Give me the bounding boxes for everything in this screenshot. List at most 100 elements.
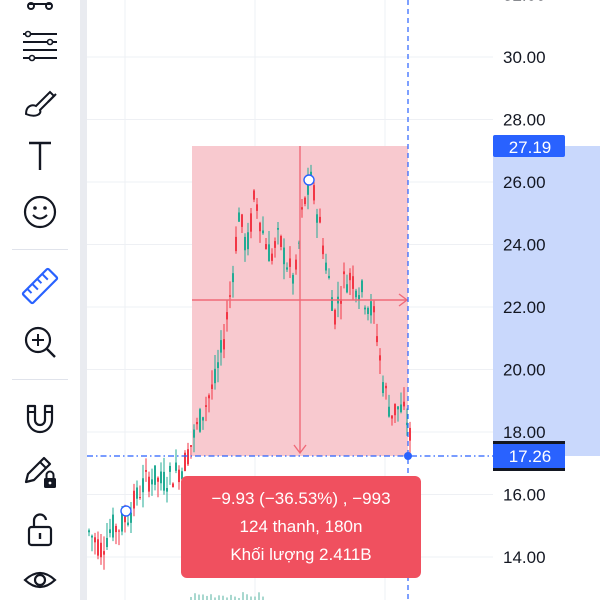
candle-body — [364, 307, 366, 310]
candle-body — [334, 309, 336, 325]
candle-body — [253, 190, 255, 200]
candle-body — [367, 307, 369, 314]
candle-body — [196, 421, 198, 425]
candle-body — [142, 478, 144, 493]
price-range-highlight — [493, 146, 600, 456]
candle-body — [340, 299, 342, 304]
alert-marker[interactable] — [303, 174, 315, 186]
candle-body — [379, 355, 381, 361]
candle-body — [271, 253, 273, 261]
candle-body — [124, 516, 126, 523]
candle-body — [157, 477, 159, 482]
candle-body — [97, 539, 99, 556]
candle-body — [313, 185, 315, 201]
candle-body — [277, 227, 279, 230]
visibility-tool[interactable] — [14, 560, 66, 600]
fib-tool-icon — [23, 30, 57, 62]
candle-body — [385, 385, 387, 389]
volume-bar — [230, 594, 232, 600]
candle-body — [136, 487, 138, 499]
volume-bar — [238, 597, 240, 600]
lock-drawing-tool[interactable] — [14, 450, 66, 494]
candle-body — [283, 247, 285, 265]
price-tick-label: 22.00 — [503, 298, 546, 317]
candle-body — [145, 469, 147, 472]
trend-line-tool[interactable] — [14, 0, 66, 24]
text-tool[interactable] — [14, 134, 66, 178]
ruler-tool[interactable] — [14, 264, 66, 308]
candle-body — [88, 530, 90, 533]
candle-body — [265, 244, 267, 250]
brush-tool[interactable] — [14, 80, 66, 124]
price-tick-label: 14.00 — [503, 548, 546, 567]
emoji-tool-icon — [23, 195, 57, 229]
candle-body — [217, 362, 219, 369]
emoji-tool[interactable] — [14, 190, 66, 234]
unlock-tool[interactable] — [14, 508, 66, 552]
price-label-current — [493, 441, 565, 471]
volume-bar — [190, 596, 192, 600]
price-label-current-border — [493, 441, 565, 444]
candle-body — [112, 514, 114, 538]
candle-body — [373, 306, 375, 313]
candle-body — [322, 245, 324, 255]
magnet-tool[interactable] — [14, 396, 66, 440]
volume-bar — [210, 594, 212, 600]
candle-body — [151, 479, 153, 485]
candle-body — [409, 427, 411, 441]
volume-bar — [250, 596, 252, 600]
candle-body — [226, 312, 228, 320]
candle-body — [94, 537, 96, 543]
zoom-in-tool-icon — [24, 326, 56, 358]
drawing-toolbar — [0, 0, 80, 600]
measure-change: −9.93 (−36.53%) , −993 — [211, 489, 391, 508]
volume-bar — [194, 593, 196, 600]
candle-body — [280, 235, 282, 247]
price-tick-label: 24.00 — [503, 236, 546, 255]
candle-body — [232, 273, 234, 283]
price-chart[interactable]: 32.00 30.00 28.00 26.00 24.00 22.00 20.00 18.00… — [87, 0, 600, 600]
candle-body — [301, 207, 303, 210]
zoom-in-tool[interactable] — [14, 320, 66, 364]
candle-body — [397, 406, 399, 410]
candle-body — [166, 487, 168, 492]
price-axis: 32.00 30.00 28.00 26.00 24.00 22.00 20.00 18.00… — [503, 0, 546, 567]
candle-body — [382, 382, 384, 394]
candle-body — [391, 415, 393, 419]
candle-body — [268, 244, 270, 262]
candle-body — [202, 417, 204, 421]
candle-body — [178, 469, 180, 483]
price-label-current-border — [493, 468, 565, 471]
candle-body — [175, 462, 177, 471]
candle-body — [262, 230, 264, 234]
candle-body — [304, 197, 306, 205]
candle-body — [358, 295, 360, 301]
trend-line-tool-icon — [27, 2, 53, 10]
candle-body — [121, 513, 123, 532]
candle-body — [247, 232, 249, 250]
candle-body — [361, 280, 363, 293]
volume-bar — [254, 596, 256, 600]
candle-body — [346, 284, 348, 293]
candle-body — [193, 429, 195, 438]
lock-drawing-tool-icon — [24, 456, 56, 488]
candle-body — [370, 301, 372, 316]
candle-body — [325, 262, 327, 271]
price-tick-label: 26.00 — [503, 173, 546, 192]
candle-body — [388, 406, 390, 417]
fib-tool[interactable] — [14, 24, 66, 68]
candle-body — [352, 276, 354, 289]
measure-arrows — [192, 146, 409, 455]
candle-body — [199, 409, 201, 432]
candle-body — [118, 530, 120, 532]
candle-body — [133, 490, 135, 509]
alert-marker[interactable] — [120, 505, 132, 517]
toolbar-separator — [12, 249, 68, 250]
candle-body — [190, 445, 192, 447]
volume-bar — [258, 592, 260, 600]
price-tick-label: 30.00 — [503, 48, 546, 67]
measure-info-box: −9.93 (−36.53%) , −993 124 thanh, 180n K… — [181, 476, 421, 578]
candle-body — [109, 529, 111, 534]
toolbar-divider — [80, 0, 87, 600]
price-tick-label: 18.00 — [503, 423, 546, 442]
